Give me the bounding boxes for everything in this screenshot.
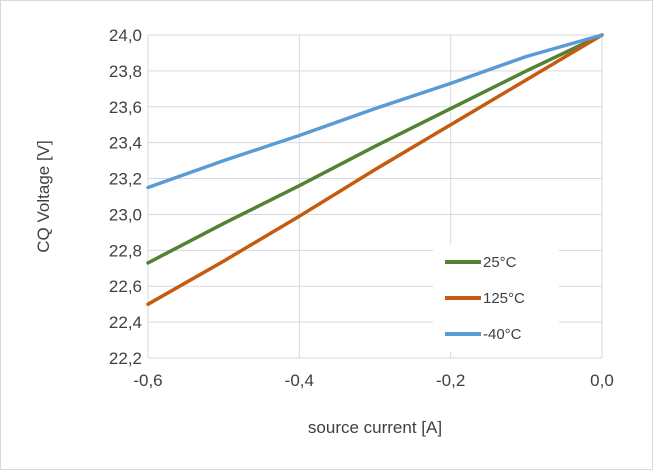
legend-label-25c: 25°C	[483, 254, 517, 271]
legend-item-25c: 25°C	[445, 254, 517, 271]
legend-label-125c: 125°C	[483, 290, 525, 307]
x-tick-label: -0,2	[436, 371, 465, 390]
legend-item-125c: 125°C	[445, 290, 525, 307]
series-line-1	[146, 33, 604, 306]
series-line-0	[146, 33, 604, 265]
y-tick-label: 23,4	[109, 134, 142, 153]
y-tick-label: 23,0	[109, 205, 142, 224]
legend: 25°C 125°C -40°C	[433, 244, 559, 352]
series-lines	[146, 33, 604, 306]
y-tick-label: 22,4	[109, 313, 142, 332]
y-tick-label: 23,6	[109, 98, 142, 117]
y-tick-label: 24,0	[109, 26, 142, 45]
y-tick-label: 22,2	[109, 349, 142, 368]
y-tick-label: 22,6	[109, 277, 142, 296]
x-tick-label: -0,6	[133, 371, 162, 390]
series-line-2	[146, 33, 604, 190]
x-tick-label: -0,4	[285, 371, 314, 390]
y-tick-label: 22,8	[109, 241, 142, 260]
tick-labels: 22,2 22,4 22,6 22,8 23,0 23,2 23,4 23,6 23,8 24,0…	[109, 26, 614, 390]
x-axis-title: source current [A]	[308, 418, 442, 437]
y-tick-label: 23,8	[109, 62, 142, 81]
legend-label-minus40c: -40°C	[483, 326, 522, 343]
x-tick-label: 0,0	[590, 371, 614, 390]
y-axis-title: CQ Voltage [V]	[34, 140, 53, 252]
legend-item-minus40c: -40°C	[445, 326, 522, 343]
y-tick-label: 23,2	[109, 170, 142, 189]
